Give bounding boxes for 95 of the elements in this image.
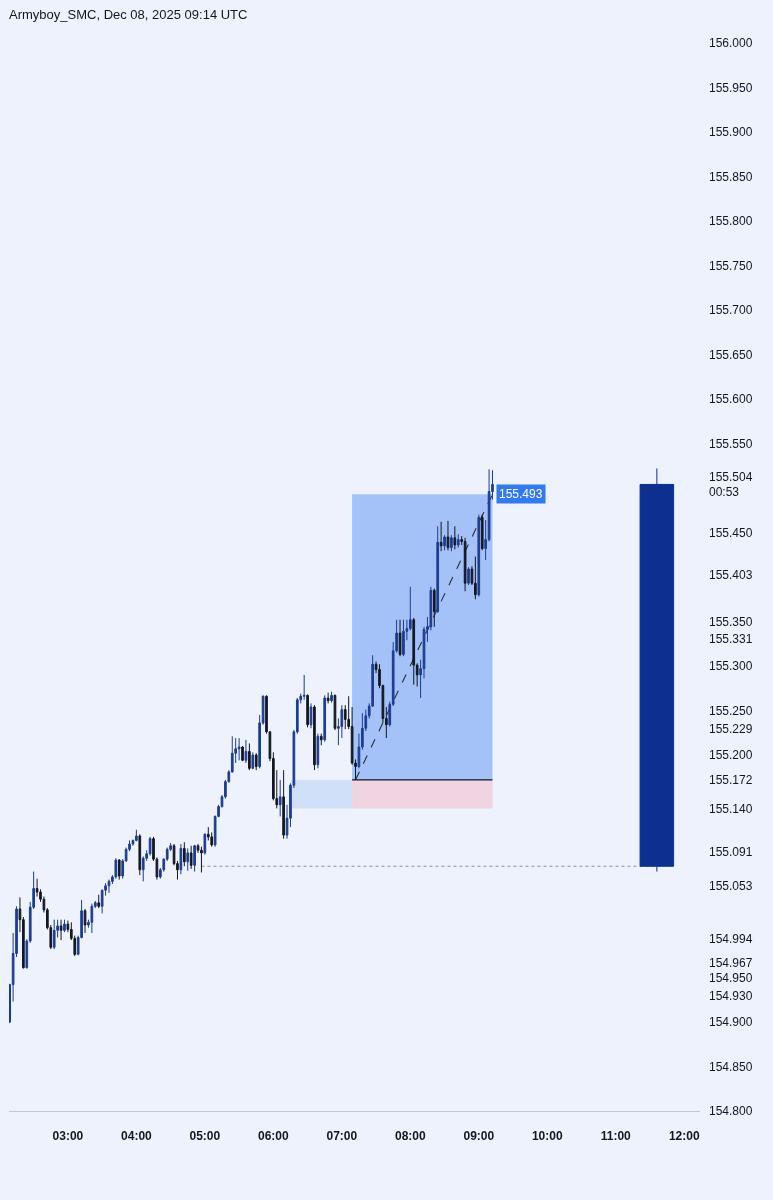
x-tick-label: 11:00 — [600, 1129, 632, 1144]
y-tick-label: 155.850 — [709, 169, 753, 184]
y-tick-label: 155.600 — [709, 392, 753, 407]
x-tick-label: 09:00 — [463, 1129, 495, 1144]
candlestick — [432, 588, 436, 628]
y-tick-label: 155.800 — [709, 214, 753, 229]
candlestick — [179, 843, 183, 875]
y-tick-label: 155.172 — [709, 773, 753, 788]
y-tick-label: 154.850 — [709, 1059, 753, 1074]
candlestick — [282, 769, 285, 840]
x-tick-label: 10:00 — [531, 1129, 563, 1144]
candlestick — [467, 566, 470, 586]
y-tick-label: 155.403 — [709, 567, 753, 582]
candlestick — [436, 525, 440, 614]
y-tick-label: 156.000 — [709, 36, 753, 51]
candlestick — [117, 858, 121, 881]
annotation: 155.493 — [499, 487, 543, 501]
candlestick — [244, 739, 248, 764]
y-tick-label: 155.140 — [709, 801, 753, 816]
candlestick — [83, 908, 87, 934]
candlestick — [210, 831, 214, 848]
y-tick-label: 155.350 — [709, 614, 753, 629]
candlestick — [52, 919, 56, 950]
candlestick — [333, 693, 337, 731]
y-tick-label: 155.550 — [709, 436, 753, 451]
candlestick — [278, 779, 282, 817]
y-tick-label: 154.900 — [709, 1015, 753, 1030]
x-tick-label: 06:00 — [258, 1129, 290, 1144]
candlestick — [241, 745, 244, 762]
x-tick-label: 04:00 — [121, 1129, 153, 1144]
candlestick — [35, 878, 39, 898]
candlestick — [313, 704, 316, 771]
candlestick — [477, 514, 481, 598]
x-tick-label: 05:00 — [189, 1129, 221, 1144]
candlestick — [302, 674, 306, 701]
candlestick — [330, 691, 333, 703]
y-tick-label: 154.994 — [709, 931, 753, 946]
candlestick — [193, 844, 196, 873]
candlestick — [254, 752, 258, 771]
candlestick — [309, 702, 313, 729]
candlestick — [398, 619, 402, 657]
candlestick — [248, 742, 251, 771]
candlestick — [323, 694, 327, 743]
y-tick-label: 155.091 — [709, 845, 753, 860]
y-tick-label: 155.053 — [709, 879, 753, 894]
candlestick — [251, 751, 255, 770]
candlestick — [59, 919, 63, 941]
y-tick-label: 155.200 — [709, 748, 753, 763]
y-tick-label: 155.300 — [709, 659, 753, 674]
candlestick — [402, 619, 405, 657]
y-tick-label: 154.967 — [709, 955, 753, 970]
candlestick — [107, 879, 111, 894]
candlestick — [237, 737, 241, 761]
candlestick — [439, 521, 443, 552]
candlestick — [456, 533, 460, 549]
chart-title: Armyboy_SMC, Dec 08, 2025 09:14 UTC — [9, 6, 248, 22]
y-tick-label: 155.750 — [709, 258, 753, 273]
x-tick-label: 12:00 — [668, 1129, 700, 1144]
y-tick-label: 154.950 — [709, 970, 753, 985]
candlestick — [446, 520, 450, 551]
candlestick — [306, 693, 309, 728]
y-tick-label: 155.504 00:53 — [709, 469, 753, 500]
candlestick — [443, 534, 446, 551]
x-tick-label: 07:00 — [326, 1129, 358, 1144]
y-tick-label: 154.930 — [709, 988, 753, 1003]
candlestick — [463, 537, 467, 592]
candlestick — [90, 903, 94, 934]
y-tick-label: 155.250 — [709, 703, 753, 718]
candlestick — [189, 845, 193, 870]
candlestick — [326, 692, 330, 704]
candlestick — [480, 514, 484, 551]
candlestick — [453, 525, 457, 550]
candlestick — [186, 847, 190, 872]
y-tick-label: 155.650 — [709, 347, 753, 362]
candlestick — [182, 841, 186, 867]
candlestick — [138, 833, 142, 876]
candlestick — [148, 836, 152, 857]
candlestick — [97, 894, 101, 909]
candlestick — [114, 857, 118, 880]
candlestick — [639, 467, 675, 873]
y-tick-label: 155.900 — [709, 125, 753, 140]
candlestick — [316, 733, 320, 769]
x-tick-label: 03:00 — [52, 1129, 84, 1144]
y-tick-label: 155.331 — [709, 631, 753, 646]
y-tick-label: 155.700 — [709, 303, 753, 318]
candlestick — [474, 556, 477, 600]
y-tick-label: 155.229 — [709, 722, 753, 737]
y-tick-label: 154.800 — [709, 1104, 753, 1119]
candlestick — [450, 534, 453, 552]
candlestick — [63, 919, 66, 933]
y-tick-label: 155.450 — [709, 525, 753, 540]
y-tick-label: 155.950 — [709, 80, 753, 95]
x-tick-label: 08:00 — [394, 1129, 426, 1144]
candlestick — [412, 617, 416, 686]
candlestick — [203, 832, 207, 856]
